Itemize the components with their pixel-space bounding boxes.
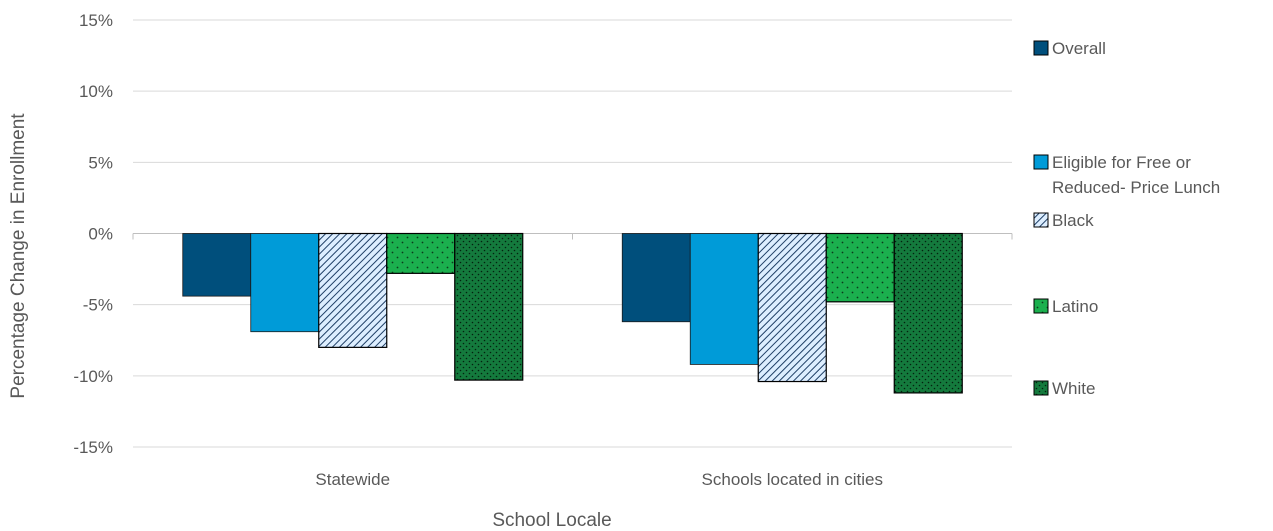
legend-label: Eligible for Free or Reduced- Price Lunch (1052, 153, 1220, 197)
legend: Overall Eligible for Free or Reduced- Pric… (1033, 39, 1220, 398)
bars (182, 232, 963, 394)
y-tick-label: 10% (79, 82, 113, 101)
bar-black-1 (318, 232, 388, 348)
legend-swatch (1033, 212, 1049, 228)
y-tick-label: -15% (73, 438, 113, 457)
bar-latino-1 (386, 232, 456, 274)
y-axis-title: Percentage Change in Enrollment (8, 113, 29, 399)
bar-eligible-for-free-or-reduced-price-lunch-1 (250, 233, 320, 333)
y-tick-label: 0% (88, 225, 113, 244)
bar-white-2 (893, 232, 963, 394)
x-tick-label: Statewide (315, 470, 390, 489)
x-tick-label: Schools located in cities (702, 470, 883, 489)
bar-white-1 (454, 232, 524, 381)
bar-eligible-for-free-or-reduced-price-lunch-2 (689, 233, 759, 365)
y-tick-label: 5% (88, 153, 113, 172)
y-tick-label: 15% (79, 11, 113, 30)
axes: 15% 10% 5% 0% -5% -10% -15% Statewide Schools lo… (73, 11, 1013, 489)
bar-overall-2 (621, 233, 691, 323)
legend-swatch (1033, 298, 1049, 314)
y-tick-label: -5% (83, 296, 113, 315)
legend-label: Overall (1052, 39, 1106, 58)
legend-label: Latino (1052, 297, 1098, 316)
legend-label: White (1052, 379, 1095, 398)
legend-swatch (1033, 40, 1049, 56)
legend-swatch (1033, 380, 1049, 396)
y-tick-label: -10% (73, 367, 113, 386)
bar-overall-1 (182, 233, 252, 297)
bar-latino-2 (825, 232, 895, 303)
legend-swatch (1033, 154, 1049, 170)
x-axis-title: School Locale (492, 510, 611, 531)
legend-label: Black (1052, 211, 1094, 230)
bar-black-2 (757, 232, 827, 383)
